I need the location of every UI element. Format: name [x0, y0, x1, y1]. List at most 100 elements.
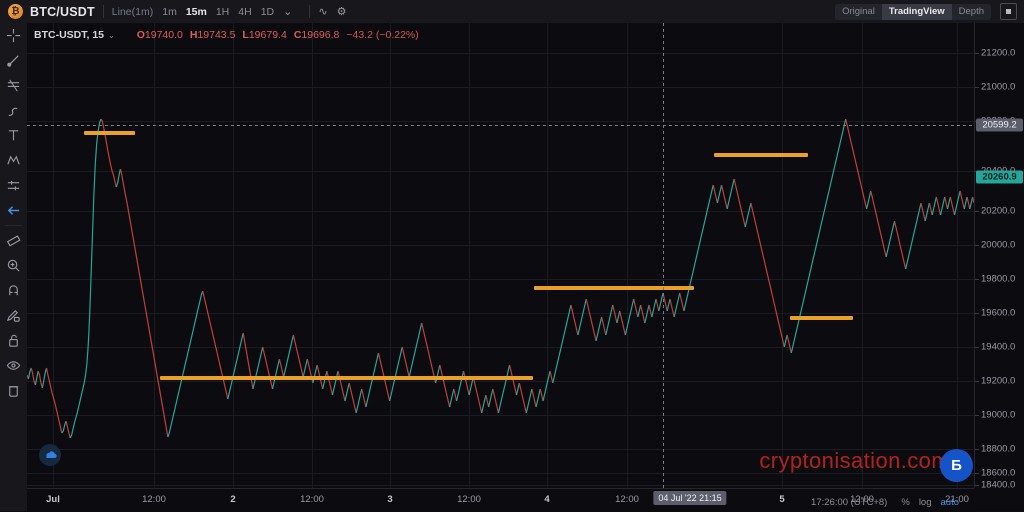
- stay-in-drawing-mode-tool[interactable]: [0, 303, 27, 328]
- symbol-logo-icon: ₿: [8, 4, 23, 19]
- scale-toggle-group: % log auto: [901, 497, 968, 508]
- price-tick-mark: [975, 473, 979, 474]
- timeframe-line1m[interactable]: Line(1m): [111, 5, 154, 18]
- timeframe-1d[interactable]: 1D: [260, 5, 275, 18]
- gridline-horizontal: [27, 381, 974, 382]
- legend-l-key: L: [242, 29, 249, 41]
- crosshair-price-label: 20599.2: [976, 118, 1023, 132]
- status-bar: 17:26:00 (UTC+8) % log auto: [811, 497, 968, 508]
- text-tool[interactable]: [0, 123, 27, 148]
- legend-symbol[interactable]: BTC-USDT, 15: [34, 29, 105, 41]
- site-watermark-text: cryptonisation.com: [759, 448, 950, 473]
- price-tick-mark: [975, 279, 979, 280]
- crosshair-horizontal-line: [27, 125, 974, 126]
- brush-tool[interactable]: [0, 98, 27, 123]
- legend-l-value: 19679.4: [248, 29, 287, 41]
- view-mode-depth[interactable]: Depth: [958, 5, 984, 17]
- gridline-horizontal: [27, 449, 974, 450]
- chevron-down-icon[interactable]: ⌄: [108, 30, 115, 40]
- gridline-vertical: [233, 23, 234, 488]
- price-series-line: [27, 118, 974, 439]
- symbol-title[interactable]: BTC/USDT: [30, 4, 95, 19]
- gridline-vertical: [782, 23, 783, 488]
- legend-c-value: 19696.8: [301, 29, 340, 41]
- remove-drawings-tool[interactable]: [0, 378, 27, 403]
- price-axis[interactable]: 21200.021000.020800.020400.020200.020000…: [974, 23, 1024, 491]
- legend-c-key: C: [293, 29, 302, 41]
- pattern-tool[interactable]: [0, 148, 27, 173]
- chevron-down-icon[interactable]: ⌄: [283, 6, 293, 18]
- scale-log[interactable]: log: [918, 497, 932, 508]
- axis-corner: [0, 488, 27, 511]
- magnet-tool[interactable]: [0, 278, 27, 303]
- price-tick-label: 20200.0: [981, 205, 1016, 217]
- gear-icon[interactable]: ⚙: [336, 6, 347, 18]
- time-tick-label: 2: [230, 494, 236, 505]
- gridline-horizontal: [27, 279, 974, 280]
- gridline-horizontal: [27, 485, 974, 486]
- level-line-resistance-upper-right[interactable]: [714, 153, 808, 157]
- hide-drawings-tool[interactable]: [0, 353, 27, 378]
- indicators-icon[interactable]: ∿: [318, 6, 328, 18]
- gridline-horizontal: [27, 313, 974, 314]
- level-line-support-lower-right[interactable]: [790, 316, 853, 320]
- fullscreen-icon[interactable]: [1000, 3, 1017, 20]
- timeframe-group: Line(1m) 1m 15m 1H 4H 1D: [112, 6, 283, 18]
- last-price-label: 20260.9: [976, 170, 1023, 184]
- toolbar-section-divider: [5, 225, 22, 226]
- gridline-vertical: [957, 23, 958, 488]
- gridline-horizontal: [27, 171, 974, 172]
- gridline-vertical: [627, 23, 628, 488]
- level-line-support-long[interactable]: [160, 376, 533, 380]
- gridline-horizontal: [27, 473, 974, 474]
- trend-line-tool[interactable]: [0, 48, 27, 73]
- price-tick-label: 19400.0: [981, 341, 1016, 353]
- timeframe-1h[interactable]: 1H: [215, 5, 230, 18]
- forecast-tool[interactable]: [0, 173, 27, 198]
- legend-change: −43.2 (−0.22%): [346, 29, 419, 41]
- gridline-vertical: [862, 23, 863, 488]
- price-tick-label: 21000.0: [981, 81, 1016, 93]
- time-tick-label: 12:00: [142, 494, 166, 505]
- drawing-toolbar: [0, 23, 28, 511]
- time-tick-label: 12:00: [300, 494, 324, 505]
- top-bar-right: Original TradingView Depth: [835, 3, 1024, 20]
- price-tick-label: 18800.0: [981, 443, 1016, 455]
- gridline-vertical: [547, 23, 548, 488]
- fib-retracement-tool[interactable]: [0, 73, 27, 98]
- scale-percent[interactable]: %: [901, 497, 910, 508]
- gridline-horizontal: [27, 245, 974, 246]
- zoom-tool[interactable]: [0, 253, 27, 278]
- gridline-vertical: [53, 23, 54, 488]
- clock-label: 17:26:00 (UTC+8): [811, 497, 888, 508]
- view-mode-tradingview[interactable]: TradingView: [881, 3, 952, 20]
- crosshair-tool[interactable]: [0, 23, 27, 48]
- time-tick-label: 12:00: [457, 494, 481, 505]
- price-tick-label: 21200.0: [981, 47, 1016, 59]
- lock-drawings-tool[interactable]: [0, 328, 27, 353]
- chart-canvas[interactable]: BTC-USDT, 15 ⌄ O 19740.0 H 19743.5 L 19679.4 C…: [27, 23, 974, 488]
- price-tick-mark: [975, 53, 979, 54]
- legend-h-key: H: [189, 29, 198, 41]
- view-mode-toggle[interactable]: Original TradingView Depth: [835, 3, 991, 20]
- scale-auto[interactable]: auto: [940, 497, 960, 508]
- timeframe-1m[interactable]: 1m: [162, 5, 177, 18]
- time-axis[interactable]: Jul 12:00 2 12:00 3 12:00 4 12:00 5 12:00 21:00 04…: [27, 488, 974, 512]
- time-tick-label: 12:00: [850, 494, 874, 505]
- timeframe-4h[interactable]: 4H: [238, 5, 252, 18]
- price-tick-mark: [975, 211, 979, 212]
- legend-ohlc: O 19740.0 H 19743.5 L 19679.4 C 19696.8: [137, 29, 347, 41]
- gridline-vertical: [390, 23, 391, 488]
- view-mode-original[interactable]: Original: [842, 5, 875, 17]
- crosshair-vertical-line: [663, 23, 664, 488]
- measure-tool[interactable]: [0, 228, 27, 253]
- price-tick-label: 20000.0: [981, 239, 1016, 251]
- level-line-resistance-spike-top[interactable]: [84, 131, 135, 135]
- gridline-horizontal: [27, 53, 974, 54]
- price-tick-mark: [975, 245, 979, 246]
- level-line-support-mid[interactable]: [534, 286, 694, 290]
- arrow-marker-tool[interactable]: [0, 198, 27, 223]
- gridline-horizontal: [27, 211, 974, 212]
- price-tick-label: 19200.0: [981, 375, 1016, 387]
- timeframe-15m[interactable]: 15m: [185, 5, 207, 18]
